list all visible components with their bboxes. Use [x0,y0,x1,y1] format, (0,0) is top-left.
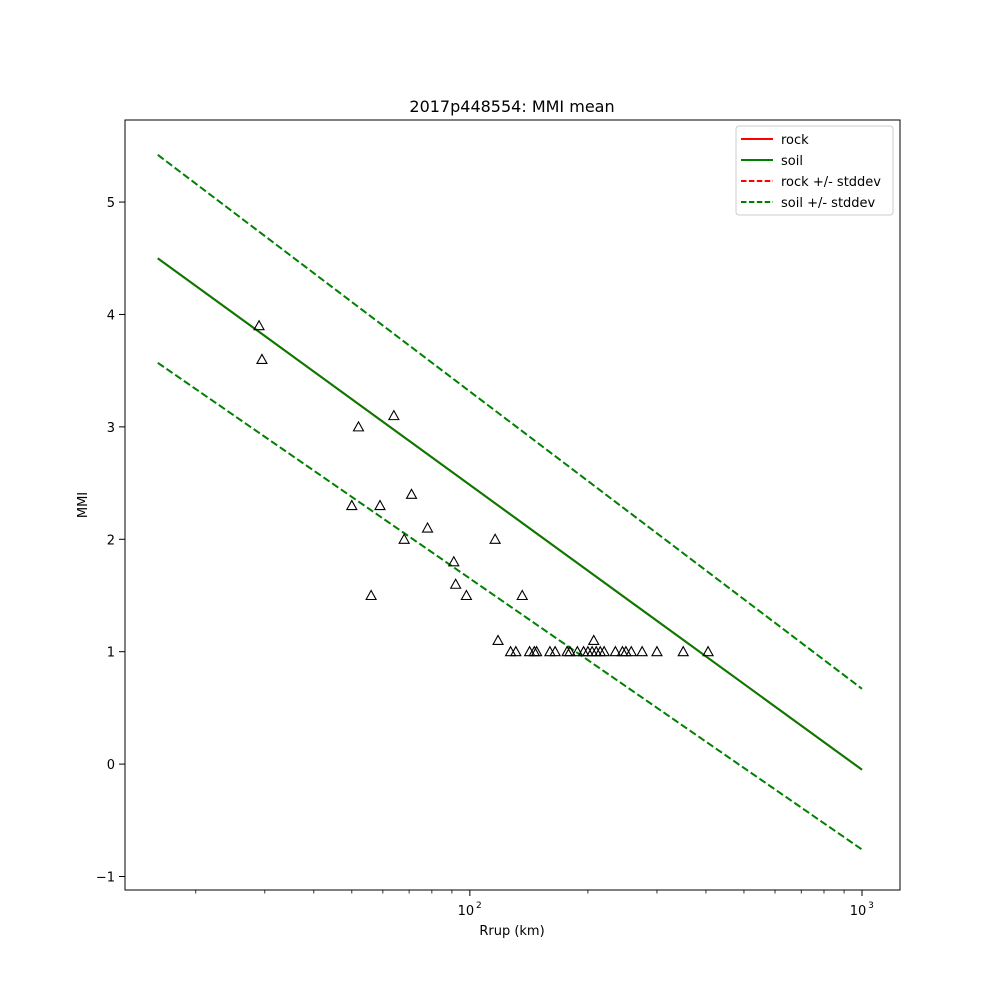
x-tick-label-exponent: 3 [868,901,874,911]
y-tick-label: 1 [107,646,115,661]
series-layer [157,154,863,851]
y-tick-label: 4 [107,308,115,323]
legend-box [735,125,894,216]
observation-point [677,645,690,657]
observation-point [587,634,600,646]
observation-point [253,319,265,331]
x-tick-label-exponent: 2 [476,901,482,911]
observation-point [365,589,378,601]
legend-label: soil [781,154,803,169]
observation-point [345,499,358,511]
observation-point [509,645,522,657]
observation-point [398,533,411,544]
series-line-soil-stddev [157,154,863,690]
observation-point [256,353,268,364]
observation-point [549,645,562,657]
observation-point [598,645,611,657]
observation-point [571,645,584,657]
observation-point [421,521,434,533]
legend-label: rock [781,133,809,148]
observation-point [449,578,462,589]
x-tick-label: 10 [458,904,475,919]
legend-label: rock +/- stddev [781,175,881,190]
y-axis: −1 0 1 2 3 4 5 [96,196,125,886]
chart-title: 2017p448554: MMI mean [409,97,614,116]
observation-point [625,645,638,657]
legend-label: soil +/- stddev [781,196,876,211]
observation-point [387,409,400,421]
observation-point [374,499,386,511]
observation-point [492,634,504,646]
plot-area [124,119,901,891]
y-tick-label: 5 [107,196,115,211]
legend: rock soil rock +/- stddev soil +/- stddev [735,125,894,216]
x-axis-label: Rrup (km) [479,924,544,939]
observation-markers [253,319,714,657]
observation-point [651,645,663,657]
observation-point [609,645,622,657]
y-tick-label: 0 [107,758,115,773]
y-tick-label: 3 [107,421,115,436]
observation-point [530,645,543,657]
series-line-soil [157,257,863,771]
observation-point [447,555,460,567]
x-axis: 10 2 10 3 [195,890,874,919]
y-tick-label: −1 [96,871,115,886]
observation-point [516,589,529,601]
observation-point [460,589,473,601]
observation-point [636,645,649,657]
y-axis-label: MMI [76,492,91,518]
plot-frame [124,119,901,891]
observation-point [564,645,576,657]
series-line-soil-stddev-lower [157,361,863,851]
observation-point [489,533,502,544]
x-tick-label: 10 [850,904,867,919]
observation-point [352,420,365,432]
observation-point [702,645,714,657]
legend-entries: rock soil rock +/- stddev soil +/- stddev [741,133,881,211]
observation-point [405,488,418,499]
y-tick-label: 2 [107,533,115,548]
